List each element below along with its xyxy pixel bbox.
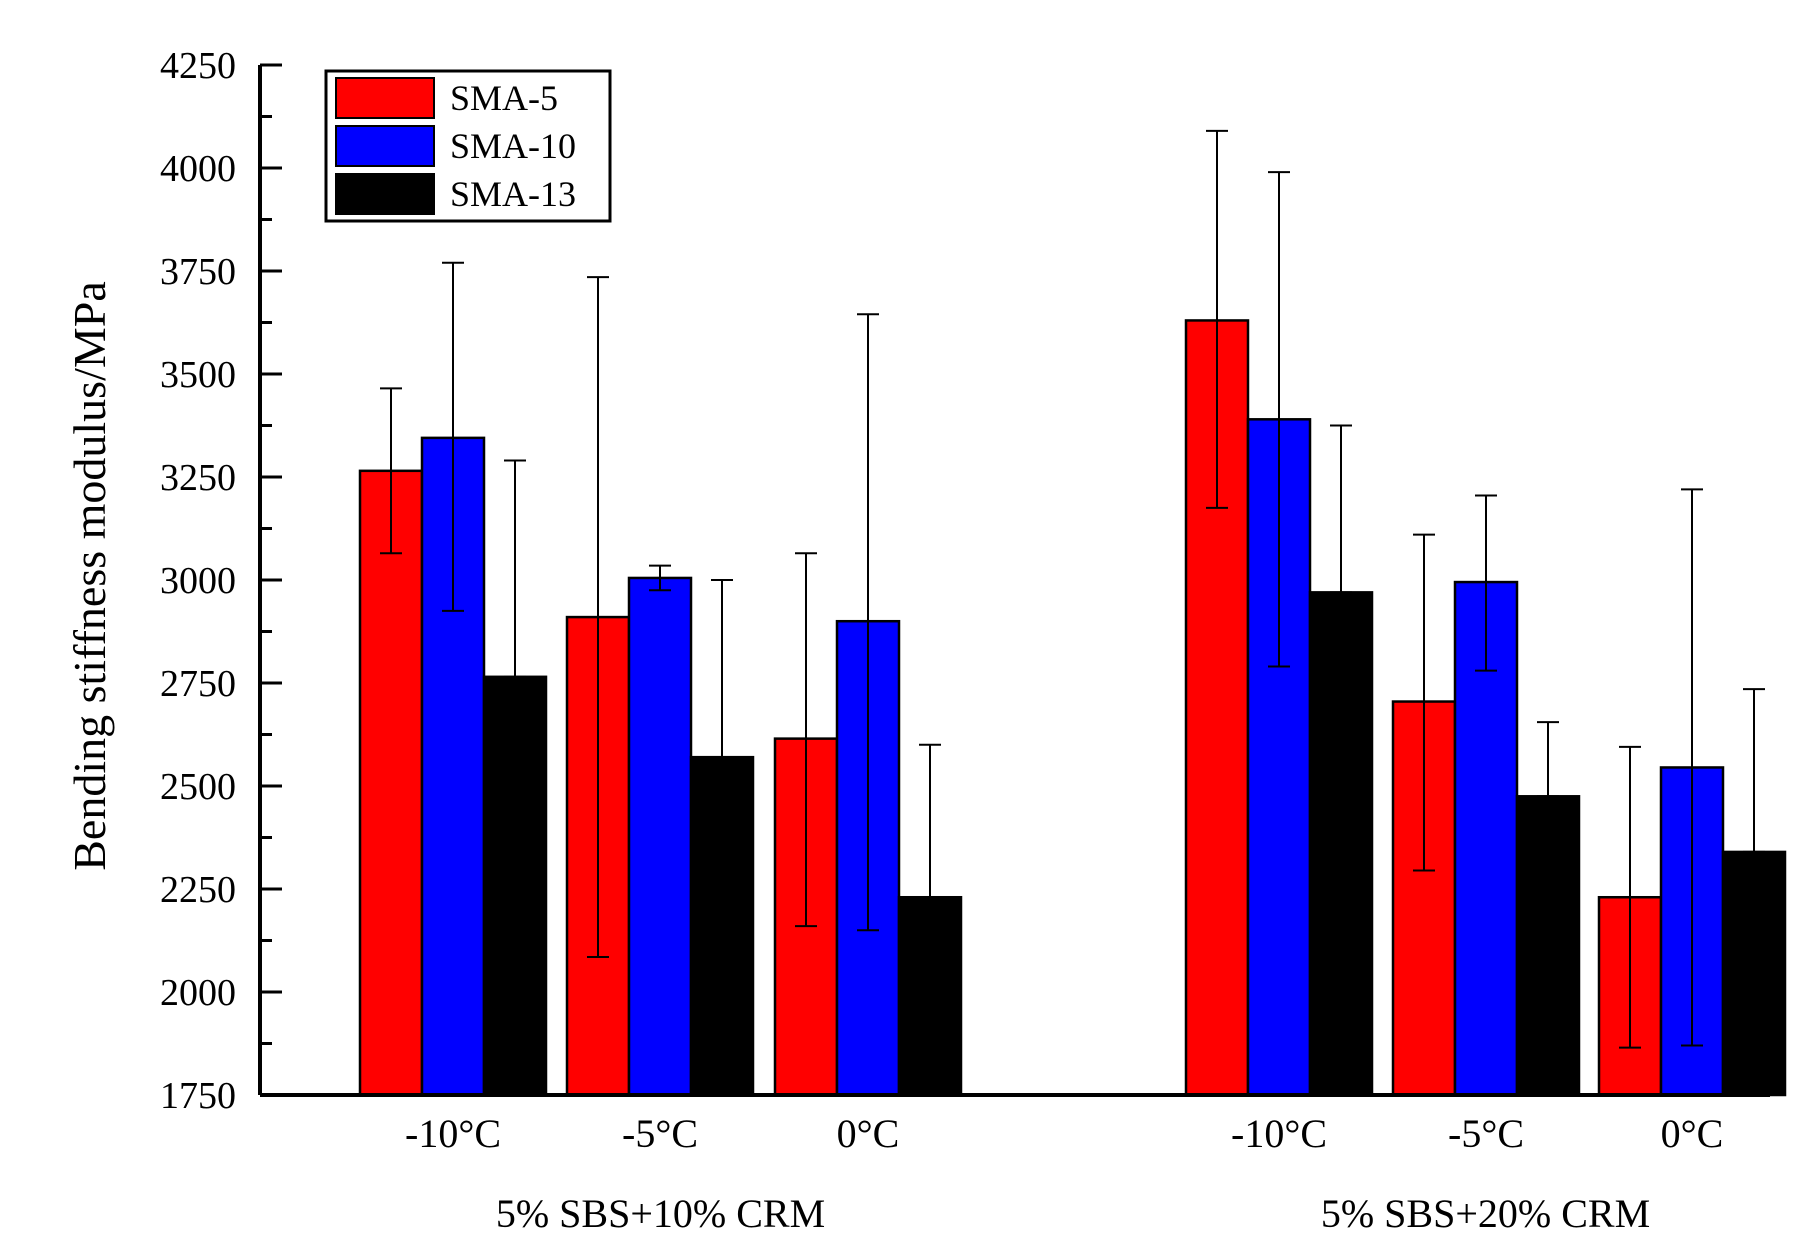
y-tick-label-2250: 2250 — [160, 869, 236, 911]
bar-sma-13-1-3 — [897, 895, 963, 1097]
bar-sma-13-2-2 — [1515, 795, 1581, 1097]
x-category-label-2-1: -10°C — [1231, 1111, 1327, 1156]
axes-layer — [258, 63, 1770, 1097]
y-tick-label-2000: 2000 — [160, 972, 236, 1014]
y-tick-label-4250: 4250 — [160, 45, 236, 87]
y-tick-label-3500: 3500 — [160, 354, 236, 396]
legend-label-sma-10: SMA-10 — [450, 126, 576, 166]
y-axis-label: Bending stiffness modulus/MPa — [64, 281, 115, 871]
error-bars-layer — [380, 129, 1765, 1049]
y-tick-label-3750: 3750 — [160, 251, 236, 293]
y-tick-label-3250: 3250 — [160, 457, 236, 499]
legend-label-sma-5: SMA-5 — [450, 78, 558, 118]
y-tick-label-2750: 2750 — [160, 663, 236, 705]
bar-sma-5-1-1 — [358, 469, 424, 1097]
legend-swatch-sma-10 — [335, 125, 435, 167]
x-category-label-1-3: 0°C — [837, 1111, 900, 1156]
y-tick-label-4000: 4000 — [160, 148, 236, 190]
x-group-label-2: 5% SBS+20% CRM — [1321, 1191, 1650, 1236]
bar-sma-10-1-2 — [627, 576, 693, 1097]
x-category-label-1-1: -10°C — [405, 1111, 501, 1156]
y-tick-label-1750: 1750 — [160, 1075, 236, 1117]
legend: SMA-5 SMA-10 SMA-13 — [324, 69, 612, 223]
y-tick-label-3000: 3000 — [160, 560, 236, 602]
bars-layer — [358, 319, 1787, 1097]
x-category-label-1-2: -5°C — [622, 1111, 698, 1156]
bar-sma-13-2-1 — [1308, 591, 1374, 1097]
bar-sma-13-2-3 — [1721, 850, 1787, 1097]
x-group-label-1: 5% SBS+10% CRM — [496, 1191, 825, 1236]
legend-label-sma-13: SMA-13 — [450, 174, 576, 214]
legend-swatch-sma-5 — [335, 77, 435, 119]
labels-layer: 1750 2000 2250 2500 2750 3000 3250 3500 3750 4000… — [160, 45, 1723, 1236]
legend-swatch-sma-13 — [335, 173, 435, 215]
bar-sma-13-1-2 — [689, 755, 755, 1097]
y-tick-label-2500: 2500 — [160, 766, 236, 808]
bar-sma-13-1-1 — [482, 675, 548, 1097]
x-category-label-2-2: -5°C — [1448, 1111, 1524, 1156]
x-category-label-2-3: 0°C — [1661, 1111, 1724, 1156]
